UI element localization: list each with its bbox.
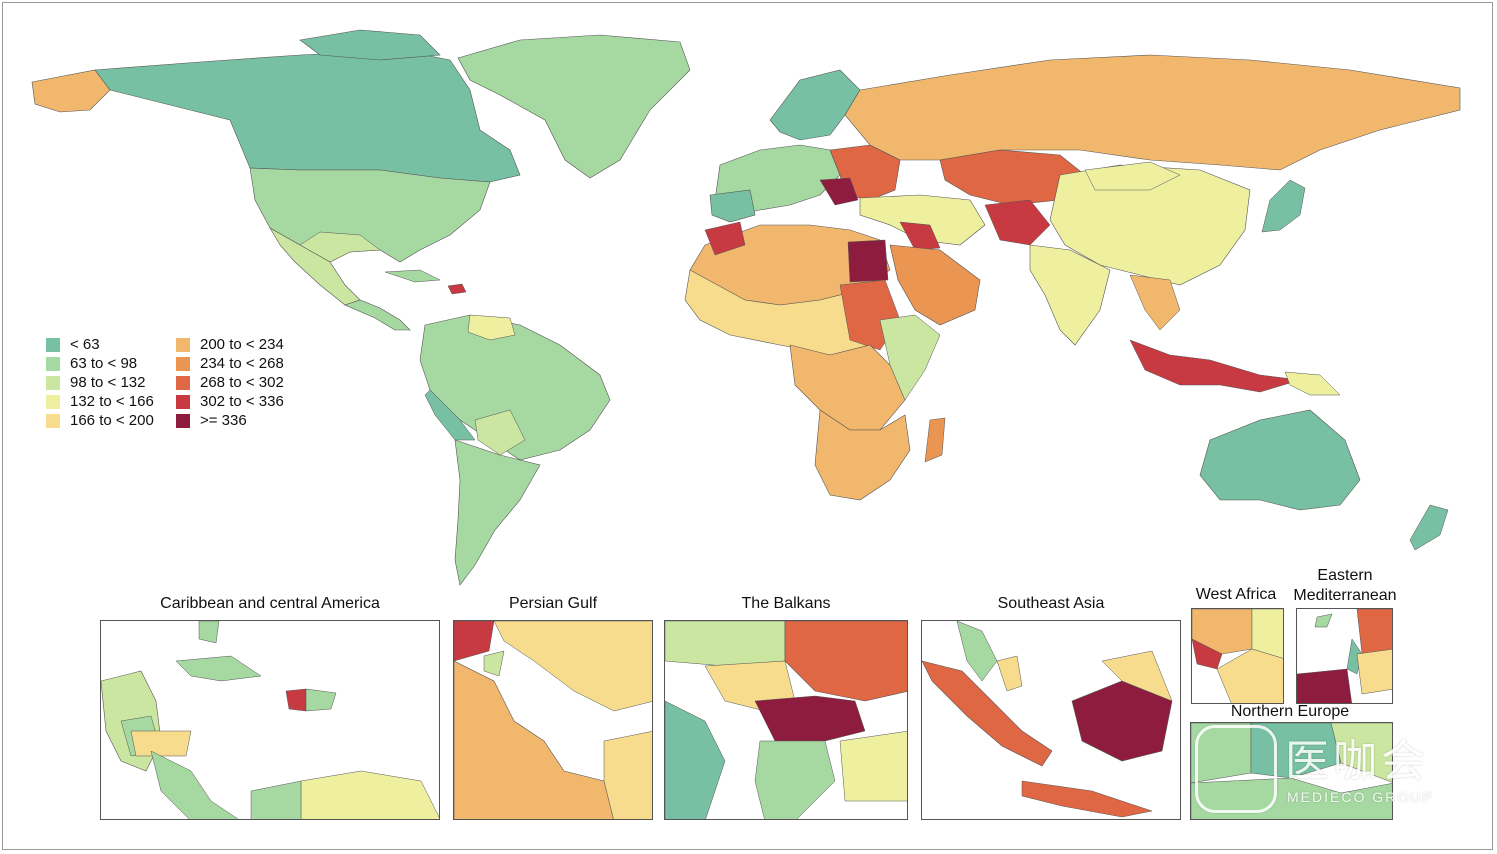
legend-swatch <box>176 394 190 409</box>
region-mongolia <box>1084 161 1181 191</box>
inset-persian-gulf <box>453 620 653 820</box>
legend-swatch <box>176 337 190 352</box>
region-iberia <box>709 189 756 223</box>
region-greenland <box>457 34 691 179</box>
watermark-main-text: 医咖会 <box>1285 736 1429 787</box>
region-east-africa <box>879 314 941 401</box>
region-china <box>1049 164 1251 286</box>
legend-item-9: >= 336 <box>176 412 247 429</box>
legend-label: < 63 <box>70 336 100 353</box>
region-scandinavia <box>769 69 861 141</box>
legend-item-5: 200 to < 234 <box>176 336 284 353</box>
region-cuba <box>384 269 441 283</box>
legend-item-3: 132 to < 166 <box>46 393 154 410</box>
legend-item-4: 166 to < 200 <box>46 412 154 429</box>
legend-label: 234 to < 268 <box>200 355 284 372</box>
inset-title-eastern-med: Eastern Mediterranean <box>1293 567 1397 604</box>
inset-caribbean <box>100 620 440 820</box>
region-venezuela <box>467 314 516 341</box>
inset-title-southeast-asia: Southeast Asia <box>997 595 1105 612</box>
region-arctic-islands <box>299 29 441 61</box>
inset-balkans <box>664 620 908 820</box>
inset-title-west-africa: West Africa <box>1195 586 1277 603</box>
inset-southeast-asia <box>921 620 1181 820</box>
legend-item-7: 268 to < 302 <box>176 374 284 391</box>
legend-swatch <box>46 413 60 428</box>
legend-label: 98 to < 132 <box>70 374 146 391</box>
region-indonesia <box>1129 339 1301 393</box>
region-egypt <box>847 239 889 283</box>
region-madagascar <box>924 417 946 463</box>
legend-item-1: 63 to < 98 <box>46 355 137 372</box>
legend-swatch <box>46 394 60 409</box>
region-central-africa <box>789 344 906 431</box>
legend-label: 268 to < 302 <box>200 374 284 391</box>
region-balkans <box>819 177 859 206</box>
legend-label: >= 336 <box>200 412 247 429</box>
legend-label: 166 to < 200 <box>70 412 154 429</box>
region-iraq <box>899 221 941 251</box>
region-bolivia <box>474 409 526 456</box>
inset-title-caribbean: Caribbean and central America <box>160 595 380 612</box>
region-alaska <box>31 69 111 113</box>
region-australia <box>1199 409 1361 511</box>
legend-label: 63 to < 98 <box>70 355 138 372</box>
inset-eastern-med <box>1296 608 1393 704</box>
region-turkey-iran <box>859 194 986 246</box>
region-india <box>1029 244 1111 346</box>
region-japan <box>1261 179 1306 233</box>
legend-swatch <box>176 356 190 371</box>
region-indochina <box>1129 274 1181 331</box>
region-central-america <box>344 299 411 331</box>
inset-title-northern-europe: Northern Europe <box>1230 703 1350 720</box>
region-new-zealand <box>1409 504 1449 551</box>
inset-title-balkans: The Balkans <box>741 595 831 612</box>
legend-swatch <box>46 356 60 371</box>
region-haiti <box>447 283 467 295</box>
watermark: 医咖会 MEDIECO GROUP <box>1195 725 1475 820</box>
region-png <box>1284 371 1341 396</box>
region-morocco <box>704 221 746 256</box>
legend: < 63 63 to < 98 98 to < 132 132 to < 166… <box>46 336 316 436</box>
region-russia <box>844 54 1461 171</box>
inset-west-africa <box>1191 608 1284 704</box>
legend-item-8: 302 to < 336 <box>176 393 284 410</box>
world-map <box>31 29 1461 586</box>
legend-swatch <box>176 375 190 390</box>
region-southern-africa <box>814 409 911 501</box>
region-afghanistan <box>984 199 1051 246</box>
legend-swatch <box>46 375 60 390</box>
inset-title-persian-gulf: Persian Gulf <box>508 595 598 612</box>
legend-label: 132 to < 166 <box>70 393 154 410</box>
region-arabia <box>889 244 981 326</box>
legend-item-2: 98 to < 132 <box>46 374 145 391</box>
legend-label: 302 to < 336 <box>200 393 284 410</box>
region-south-america-south <box>454 439 541 586</box>
watermark-sub-text: MEDIECO GROUP <box>1287 789 1434 805</box>
legend-item-0: < 63 <box>46 336 100 353</box>
watermark-logo-icon <box>1195 725 1277 813</box>
region-canada <box>94 49 521 183</box>
legend-swatch <box>176 413 190 428</box>
legend-item-6: 234 to < 268 <box>176 355 284 372</box>
legend-label: 200 to < 234 <box>200 336 284 353</box>
legend-swatch <box>46 337 60 352</box>
